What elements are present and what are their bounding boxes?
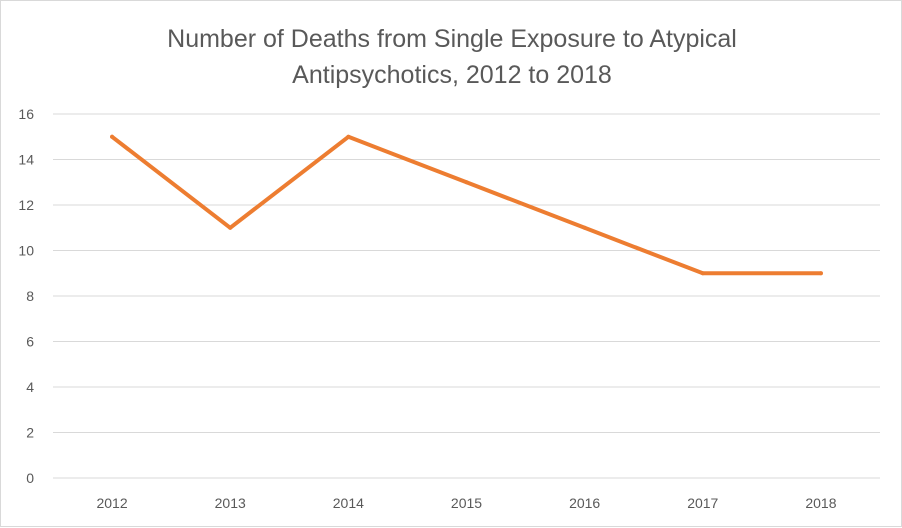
data-point-2018 (818, 271, 823, 276)
y-tick-label: 6 (26, 334, 34, 350)
data-point-2013 (228, 225, 233, 230)
x-tick-label: 2017 (687, 495, 718, 511)
data-point-2015 (464, 180, 469, 185)
y-tick-label: 14 (18, 152, 34, 168)
x-tick-label: 2012 (96, 495, 127, 511)
data-point-2012 (110, 134, 115, 139)
chart-title-line-2: Antipsychotics, 2012 to 2018 (292, 61, 612, 89)
x-tick-label: 2013 (215, 495, 246, 511)
y-tick-label: 10 (18, 243, 34, 259)
x-tick-label: 2014 (333, 495, 364, 511)
data-point-2016 (582, 225, 587, 230)
data-point-2017 (700, 271, 705, 276)
y-tick-label: 0 (26, 470, 34, 486)
chart-title-line-1: Number of Deaths from Single Exposure to… (167, 25, 737, 53)
chart-title: Number of Deaths from Single Exposure to… (1, 21, 902, 93)
y-tick-label: 12 (18, 197, 34, 213)
data-point-2014 (346, 134, 351, 139)
y-tick-label: 8 (26, 288, 34, 304)
y-tick-label: 4 (26, 379, 34, 395)
x-tick-label: 2016 (569, 495, 600, 511)
x-tick-label: 2015 (451, 495, 482, 511)
y-tick-label: 2 (26, 425, 34, 441)
y-tick-label: 16 (18, 106, 34, 122)
x-tick-label: 2018 (805, 495, 836, 511)
